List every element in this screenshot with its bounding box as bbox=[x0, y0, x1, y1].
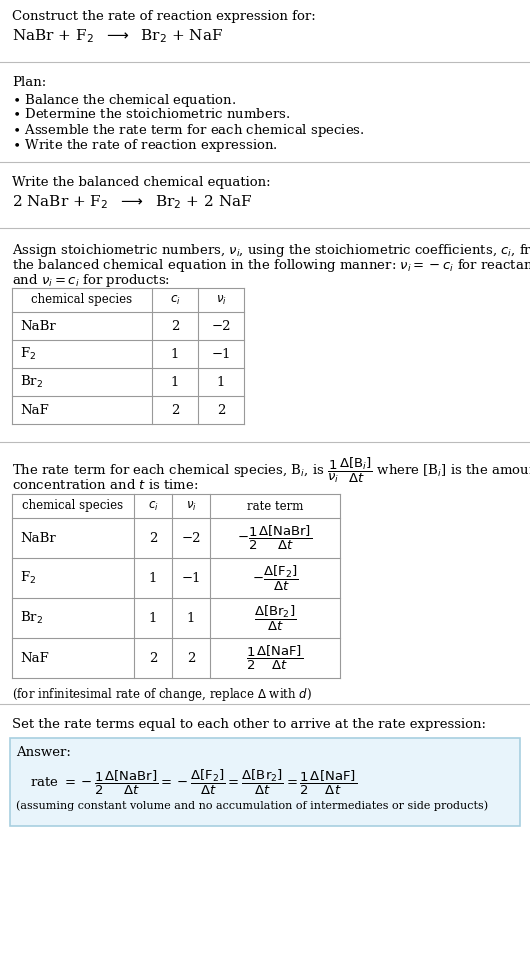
Text: Br$_2$: Br$_2$ bbox=[20, 374, 43, 390]
Text: $\bullet$ Write the rate of reaction expression.: $\bullet$ Write the rate of reaction exp… bbox=[12, 137, 278, 154]
Text: rate $= -\dfrac{1}{2}\dfrac{\Delta[\mathrm{NaBr}]}{\Delta t} = -\dfrac{\Delta[\m: rate $= -\dfrac{1}{2}\dfrac{\Delta[\math… bbox=[30, 768, 357, 797]
Text: $\dfrac{\Delta[\mathrm{Br_2}]}{\Delta t}$: $\dfrac{\Delta[\mathrm{Br_2}]}{\Delta t}… bbox=[254, 603, 296, 632]
Text: $\bullet$ Assemble the rate term for each chemical species.: $\bullet$ Assemble the rate term for eac… bbox=[12, 122, 365, 139]
Text: 2: 2 bbox=[149, 532, 157, 545]
Text: Write the balanced chemical equation:: Write the balanced chemical equation: bbox=[12, 176, 271, 189]
Text: Answer:: Answer: bbox=[16, 746, 71, 759]
Text: $c_i$: $c_i$ bbox=[170, 294, 180, 306]
Text: chemical species: chemical species bbox=[31, 294, 132, 306]
Text: 2 NaBr + F$_2$  $\longrightarrow$  Br$_2$ + 2 NaF: 2 NaBr + F$_2$ $\longrightarrow$ Br$_2$ … bbox=[12, 193, 252, 211]
Text: $\bullet$ Determine the stoichiometric numbers.: $\bullet$ Determine the stoichiometric n… bbox=[12, 107, 290, 121]
Text: Br$_2$: Br$_2$ bbox=[20, 610, 43, 626]
Text: NaF: NaF bbox=[20, 403, 49, 417]
Text: Construct the rate of reaction expression for:: Construct the rate of reaction expressio… bbox=[12, 10, 316, 23]
Text: NaBr + F$_2$  $\longrightarrow$  Br$_2$ + NaF: NaBr + F$_2$ $\longrightarrow$ Br$_2$ + … bbox=[12, 27, 223, 45]
Text: $\dfrac{1}{2}\dfrac{\Delta[\mathrm{NaF}]}{\Delta t}$: $\dfrac{1}{2}\dfrac{\Delta[\mathrm{NaF}]… bbox=[246, 644, 304, 672]
Text: 2: 2 bbox=[149, 652, 157, 665]
Text: (for infinitesimal rate of change, replace $\Delta$ with $d$): (for infinitesimal rate of change, repla… bbox=[12, 686, 312, 703]
Text: 1: 1 bbox=[171, 347, 179, 360]
Text: 1: 1 bbox=[217, 376, 225, 388]
Text: F$_2$: F$_2$ bbox=[20, 346, 36, 362]
Text: Plan:: Plan: bbox=[12, 76, 46, 89]
Text: 1: 1 bbox=[149, 572, 157, 585]
Text: the balanced chemical equation in the following manner: $\nu_i = -c_i$ for react: the balanced chemical equation in the fo… bbox=[12, 257, 530, 274]
Text: $\bullet$ Balance the chemical equation.: $\bullet$ Balance the chemical equation. bbox=[12, 92, 236, 109]
Text: $-\dfrac{\Delta[\mathrm{F_2}]}{\Delta t}$: $-\dfrac{\Delta[\mathrm{F_2}]}{\Delta t}… bbox=[252, 563, 298, 592]
Text: 2: 2 bbox=[187, 652, 195, 665]
Text: −2: −2 bbox=[181, 532, 201, 545]
Text: NaBr: NaBr bbox=[20, 319, 56, 333]
Text: −2: −2 bbox=[211, 319, 231, 333]
Text: −1: −1 bbox=[211, 347, 231, 360]
Text: and $\nu_i = c_i$ for products:: and $\nu_i = c_i$ for products: bbox=[12, 272, 170, 289]
FancyBboxPatch shape bbox=[10, 738, 520, 826]
Text: 2: 2 bbox=[171, 403, 179, 417]
Text: Assign stoichiometric numbers, $\nu_i$, using the stoichiometric coefficients, $: Assign stoichiometric numbers, $\nu_i$, … bbox=[12, 242, 530, 259]
Text: concentration and $t$ is time:: concentration and $t$ is time: bbox=[12, 478, 198, 492]
Text: Set the rate terms equal to each other to arrive at the rate expression:: Set the rate terms equal to each other t… bbox=[12, 718, 486, 731]
Text: F$_2$: F$_2$ bbox=[20, 570, 36, 586]
Text: $\nu_i$: $\nu_i$ bbox=[216, 294, 226, 306]
Text: chemical species: chemical species bbox=[22, 500, 123, 512]
Text: 1: 1 bbox=[187, 612, 195, 625]
Text: NaBr: NaBr bbox=[20, 532, 56, 545]
Text: $\nu_i$: $\nu_i$ bbox=[186, 500, 197, 512]
Text: $-\dfrac{1}{2}\dfrac{\Delta[\mathrm{NaBr}]}{\Delta t}$: $-\dfrac{1}{2}\dfrac{\Delta[\mathrm{NaBr… bbox=[237, 524, 313, 552]
Text: 1: 1 bbox=[171, 376, 179, 388]
Text: The rate term for each chemical species, B$_i$, is $\dfrac{1}{\nu_i}\dfrac{\Delt: The rate term for each chemical species,… bbox=[12, 456, 530, 485]
Text: −1: −1 bbox=[181, 572, 201, 585]
Text: rate term: rate term bbox=[247, 500, 303, 512]
Text: 2: 2 bbox=[217, 403, 225, 417]
Text: 2: 2 bbox=[171, 319, 179, 333]
Text: 1: 1 bbox=[149, 612, 157, 625]
Text: $c_i$: $c_i$ bbox=[148, 500, 158, 512]
Text: (assuming constant volume and no accumulation of intermediates or side products): (assuming constant volume and no accumul… bbox=[16, 800, 488, 810]
Text: NaF: NaF bbox=[20, 652, 49, 665]
